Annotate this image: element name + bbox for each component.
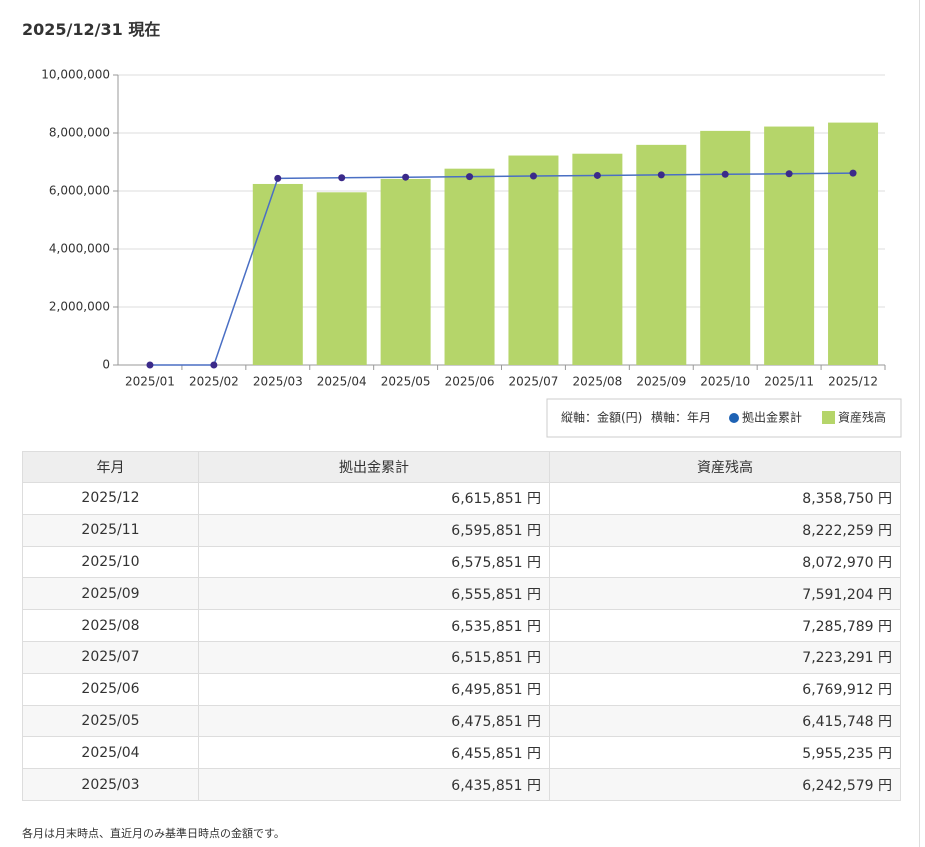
point — [402, 173, 410, 181]
point — [657, 171, 665, 179]
column-header: 資産残高 — [549, 451, 901, 483]
x-tick-label: 2025/11 — [764, 375, 814, 389]
point — [146, 361, 154, 369]
table-cell: 2025/09 — [22, 577, 199, 611]
bar — [572, 153, 623, 365]
table-cell: 6,535,851 円 — [198, 609, 550, 642]
table-cell: 7,591,204 円 — [549, 577, 901, 611]
y-tick-label: 4,000,000 — [49, 242, 110, 256]
table-cell: 8,072,970 円 — [549, 545, 901, 579]
table-row: 2025/09 6,555,851 円 7,591,204 円 — [22, 577, 901, 611]
y-tick-label: 6,000,000 — [49, 184, 110, 198]
y-tick-label: 8,000,000 — [49, 126, 110, 140]
point — [721, 170, 729, 178]
table-row: 2025/12 6,615,851 円 8,358,750 円 — [22, 482, 901, 515]
table-row: 2025/08 6,535,851 円 7,285,789 円 — [22, 609, 901, 642]
legend-box — [546, 398, 902, 438]
bar — [316, 192, 367, 365]
data-table: 年月 拠出金累計 資産残高 2025/12 6,615,851 円 8,358,750 円… — [22, 451, 901, 801]
x-tick-label: 2025/08 — [572, 375, 622, 389]
point — [274, 174, 282, 182]
table-cell: 2025/06 — [22, 672, 199, 706]
table-cell: 2025/07 — [22, 640, 199, 674]
table-cell: 6,615,851 円 — [198, 482, 550, 515]
x-tick-label: 2025/05 — [381, 375, 431, 389]
legend-label: 資産残高 — [838, 410, 886, 425]
column-header: 拠出金累計 — [198, 451, 550, 483]
x-tick-label: 2025/06 — [445, 375, 495, 389]
legend-label: 拠出金累計 — [742, 410, 802, 425]
chart: 0 2,000,000 4,000,000 6,000,000 8,000,000 10,… — [41, 68, 902, 438]
table-row: 2025/10 6,575,851 円 8,072,970 円 — [22, 545, 901, 579]
table-cell: 7,285,789 円 — [549, 609, 901, 642]
bar — [380, 178, 431, 365]
point — [785, 170, 793, 178]
x-tick-label: 2025/07 — [509, 375, 559, 389]
table-row: 2025/11 6,595,851 円 8,222,259 円 — [22, 513, 901, 547]
bar — [828, 122, 879, 365]
table-cell: 6,455,851 円 — [198, 736, 550, 770]
x-tick-label: 2025/02 — [189, 375, 239, 389]
table-cell: 6,415,748 円 — [549, 704, 901, 738]
point — [338, 174, 346, 182]
bar — [700, 130, 751, 365]
x-tick-label: 2025/03 — [253, 375, 303, 389]
table-cell: 2025/03 — [22, 768, 199, 801]
table-row: 2025/06 6,495,851 円 6,769,912 円 — [22, 672, 901, 706]
x-tick-label: 2025/12 — [828, 375, 878, 389]
table-cell: 6,595,851 円 — [198, 513, 550, 547]
legend-marker — [729, 413, 739, 423]
table-cell: 6,495,851 円 — [198, 672, 550, 706]
line — [149, 172, 854, 366]
table-cell: 2025/04 — [22, 736, 199, 770]
table-cell: 2025/12 — [22, 482, 199, 515]
bar — [764, 126, 815, 365]
page-title: 2025/12/31 現在 — [22, 20, 161, 39]
legend-marker — [822, 411, 835, 424]
point — [210, 361, 218, 369]
point — [849, 169, 857, 177]
footnote: 各月は月末時点、直近月のみ基準日時点の金額です。 — [22, 827, 285, 840]
x-tick-label: 2025/09 — [636, 375, 686, 389]
table-cell: 8,358,750 円 — [549, 482, 901, 515]
x-tick-label: 2025/04 — [317, 375, 367, 389]
bar — [636, 144, 687, 365]
table-cell: 2025/10 — [22, 545, 199, 579]
bar — [444, 168, 495, 365]
bar — [252, 183, 303, 365]
table-cell: 6,515,851 円 — [198, 640, 550, 674]
y-axis-label: 縦軸：金額(円) — [561, 410, 642, 425]
table-row: 2025/05 6,475,851 円 6,415,748 円 — [22, 704, 901, 738]
table-cell: 2025/11 — [22, 513, 199, 547]
x-tick-label: 2025/01 — [125, 375, 175, 389]
table-cell: 5,955,235 円 — [549, 736, 901, 770]
point — [466, 173, 474, 181]
table-row: 2025/04 6,455,851 円 5,955,235 円 — [22, 736, 901, 770]
y-tick-label: 2,000,000 — [49, 300, 110, 314]
table-cell: 6,555,851 円 — [198, 577, 550, 611]
table-row: 2025/03 6,435,851 円 6,242,579 円 — [22, 768, 901, 801]
table-cell: 2025/08 — [22, 609, 199, 642]
x-tick-label: 2025/10 — [700, 375, 750, 389]
bar — [508, 155, 559, 365]
table-row: 2025/07 6,515,851 円 7,223,291 円 — [22, 640, 901, 674]
column-header: 年月 — [22, 451, 199, 483]
table-cell: 7,223,291 円 — [549, 640, 901, 674]
table-cell: 6,242,579 円 — [549, 768, 901, 801]
table-cell: 6,435,851 円 — [198, 768, 550, 801]
table-cell: 6,475,851 円 — [198, 704, 550, 738]
y-tick-label: 10,000,000 — [41, 68, 110, 82]
y-tick-label: 0 — [102, 358, 110, 372]
table-cell: 8,222,259 円 — [549, 513, 901, 547]
point — [593, 171, 601, 179]
point — [529, 172, 537, 180]
x-axis-label: 横軸：年月 — [651, 411, 711, 425]
table-cell: 6,769,912 円 — [549, 672, 901, 706]
table-cell: 6,575,851 円 — [198, 545, 550, 579]
table-cell: 2025/05 — [22, 704, 199, 738]
header-row: 年月 拠出金累計 資産残高 — [22, 451, 901, 483]
